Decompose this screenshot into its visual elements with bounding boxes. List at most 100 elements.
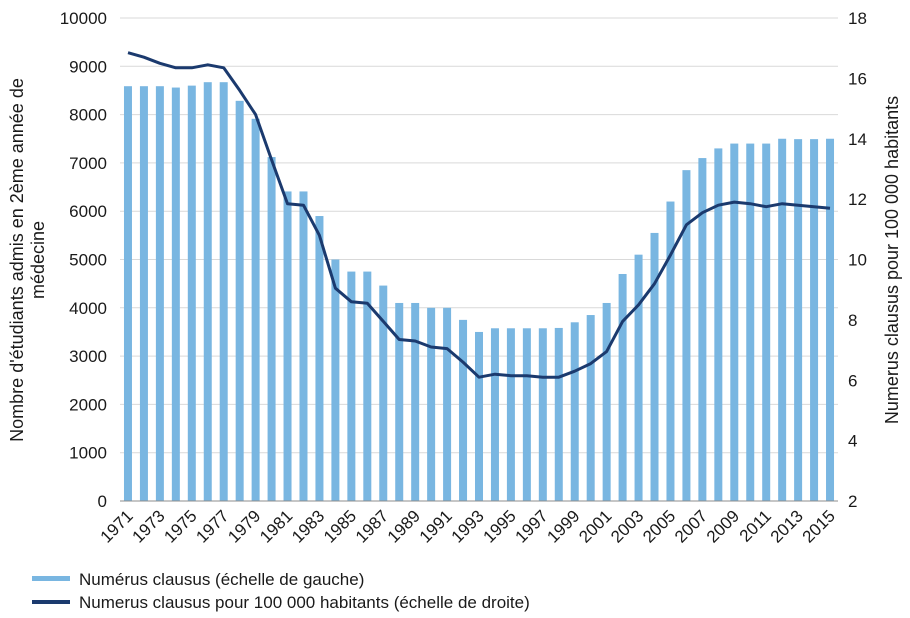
- bar: [714, 148, 723, 501]
- x-tick-label: 1971: [97, 506, 137, 546]
- right-tick-label: 12: [848, 190, 867, 209]
- right-tick-label: 14: [848, 130, 867, 149]
- x-tick-label: 1989: [384, 506, 424, 546]
- bar: [730, 143, 739, 501]
- bar: [251, 118, 260, 502]
- left-axis-title-line2: médecine: [28, 221, 48, 299]
- left-tick-label: 7000: [69, 154, 107, 173]
- bar: [427, 307, 436, 501]
- bar: [187, 85, 196, 502]
- bar: [267, 157, 276, 501]
- bar: [395, 302, 404, 501]
- line-series-path: [127, 51, 831, 379]
- bar: [634, 254, 643, 501]
- bar: [826, 138, 835, 501]
- left-tick-label: 8000: [69, 106, 107, 125]
- bar: [347, 271, 356, 501]
- bar: [682, 170, 691, 501]
- bar: [810, 139, 819, 501]
- x-tick-label: 2001: [575, 506, 615, 546]
- bar: [171, 87, 180, 501]
- right-tick-label: 10: [848, 251, 867, 270]
- x-tick-label: 2005: [639, 506, 679, 546]
- bar: [411, 302, 420, 501]
- bar: [363, 271, 372, 501]
- left-tick-label: 4000: [69, 299, 107, 318]
- x-tick-label: 1987: [352, 506, 392, 546]
- x-tick-label: 1975: [160, 506, 200, 546]
- right-tick-label: 8: [848, 311, 857, 330]
- legend-swatch-bars: [32, 576, 70, 581]
- bar: [203, 82, 212, 501]
- bar: [794, 139, 803, 501]
- bar: [602, 302, 611, 501]
- x-tick-label: 1985: [320, 506, 360, 546]
- x-tick-label: 2009: [703, 506, 743, 546]
- right-tick-label: 18: [848, 9, 867, 28]
- left-tick-label: 9000: [69, 57, 107, 76]
- left-tick-label: 10000: [60, 9, 107, 28]
- x-tick-label: 1999: [543, 506, 583, 546]
- x-axis-ticks: 1971197319751977197919811983198519871989…: [97, 506, 839, 546]
- left-tick-label: 0: [98, 492, 107, 511]
- bar: [490, 328, 499, 501]
- x-tick-label: 2007: [671, 506, 711, 546]
- bar: [219, 82, 228, 501]
- x-tick-label: 1995: [480, 506, 520, 546]
- x-tick-label: 2015: [799, 506, 839, 546]
- x-tick-label: 1991: [416, 506, 456, 546]
- x-tick-label: 1973: [129, 506, 169, 546]
- left-tick-label: 5000: [69, 251, 107, 270]
- bar: [506, 328, 515, 501]
- x-tick-label: 1979: [224, 506, 264, 546]
- legend-swatch-line: [32, 600, 70, 604]
- x-tick-label: 2011: [736, 506, 775, 545]
- left-tick-label: 2000: [69, 395, 107, 414]
- x-tick-label: 1993: [448, 506, 488, 546]
- right-axis-title: Numerus clausus pour 100 000 habitants: [882, 96, 902, 424]
- right-tick-label: 16: [848, 69, 867, 88]
- bar: [746, 143, 755, 501]
- right-axis-ticks: 2 4 6 8 10 12 14 16 18: [848, 9, 867, 511]
- bar: [586, 315, 595, 501]
- x-tick-label: 1997: [511, 506, 551, 546]
- bar: [299, 191, 308, 501]
- line-series: [127, 51, 831, 379]
- left-axis-ticks: 0 1000 2000 3000 4000 5000 6000 7000 8000 9000 100…: [60, 9, 107, 511]
- bar: [698, 158, 707, 501]
- x-tick-label: 1983: [288, 506, 328, 546]
- right-tick-label: 6: [848, 371, 857, 390]
- bar: [235, 100, 244, 501]
- bar: [538, 328, 547, 501]
- bar: [778, 138, 787, 501]
- bar: [475, 331, 483, 501]
- bar: [139, 86, 148, 502]
- bar: [762, 143, 771, 501]
- legend-label-bars: Numérus clausus (échelle de gauche): [79, 570, 364, 589]
- bar: [155, 86, 164, 502]
- bar: [123, 86, 132, 502]
- left-axis-title-line1: Nombre d'étudiants admis en 2ème année d…: [7, 78, 27, 442]
- bar: [522, 328, 531, 501]
- x-tick-label: 2003: [607, 506, 647, 546]
- left-tick-label: 1000: [69, 444, 107, 463]
- bar-series: [123, 82, 835, 502]
- x-tick-label: 1977: [192, 506, 232, 546]
- bar: [315, 216, 324, 501]
- legend-label-line: Numerus clausus pour 100 000 habitants (…: [79, 593, 530, 612]
- bar: [666, 201, 675, 502]
- bar: [283, 191, 292, 501]
- x-tick-label: 1981: [256, 506, 296, 546]
- x-tick-label: 2013: [767, 506, 807, 546]
- right-tick-label: 4: [848, 432, 857, 451]
- left-tick-label: 6000: [69, 202, 107, 221]
- bar: [443, 307, 452, 501]
- bar: [650, 232, 659, 501]
- bar: [554, 327, 563, 501]
- bar: [618, 273, 627, 501]
- right-tick-label: 2: [848, 492, 857, 511]
- bar: [379, 285, 388, 501]
- bar: [459, 319, 468, 501]
